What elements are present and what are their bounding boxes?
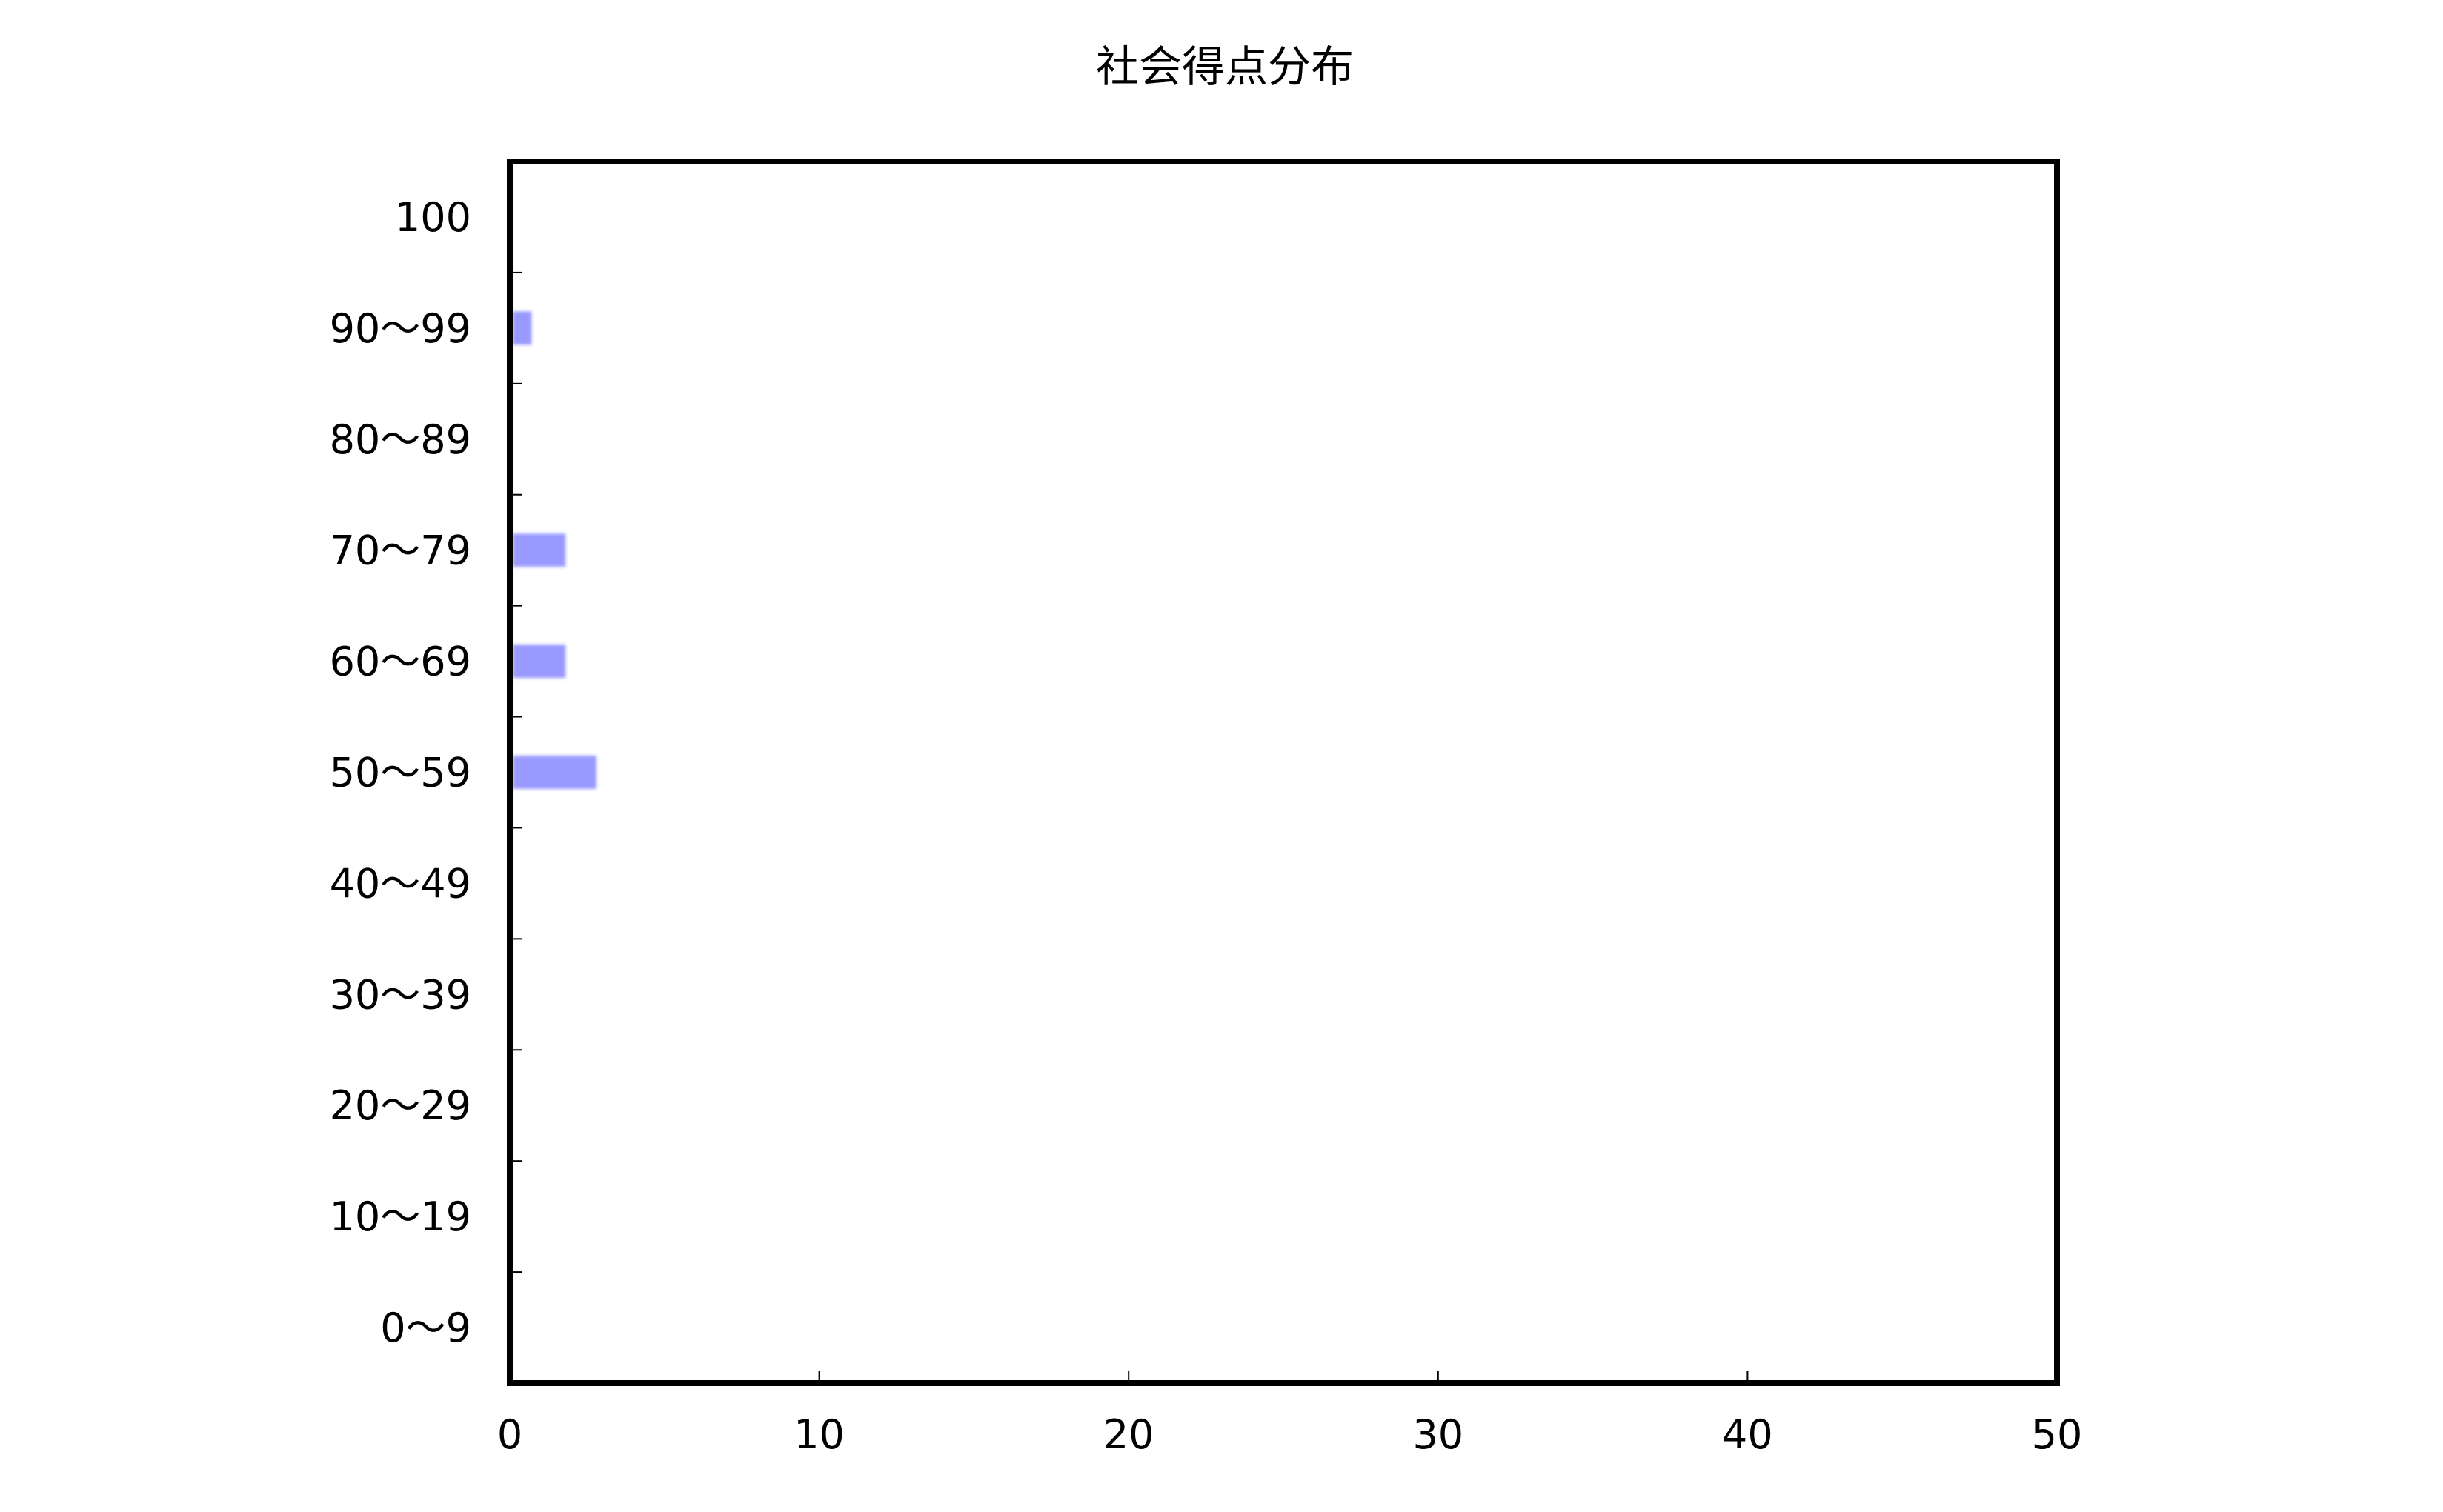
chart-title: 社会得点分布 [1096,41,1354,92]
bar [513,756,596,789]
x-tick-label: 20 [1103,1411,1154,1458]
y-axis-tick-labels: 100 90～99 80～89 70～79 60～69 50～59 40～49 30～39 20… [330,194,471,1351]
y-tick-label: 90～99 [330,305,471,352]
y-tick-label: 70～79 [330,527,471,574]
y-tick-label: 50～59 [330,750,471,796]
plot-background [510,161,2057,1383]
y-tick-label: 100 [395,194,471,241]
x-tick-label: 10 [794,1411,845,1458]
y-tick-label: 20～29 [330,1082,471,1129]
y-tick-label: 80～89 [330,416,471,463]
y-tick-label: 0～9 [380,1305,471,1351]
x-tick-label: 0 [497,1411,522,1458]
y-tick-label: 60～69 [330,639,471,685]
plot-frame [507,159,2060,1386]
x-tick-label: 50 [2032,1411,2083,1458]
y-tick-label: 10～19 [330,1193,471,1240]
x-tick-label: 30 [1412,1411,1463,1458]
y-tick-label: 40～49 [330,860,471,907]
bar [513,311,532,345]
bar [513,533,566,567]
bar [513,645,566,679]
x-axis-tick-labels: 0 10 20 30 40 50 [497,1411,2083,1458]
y-tick-label: 30～39 [330,971,471,1018]
x-tick-label: 40 [1722,1411,1773,1458]
bars [513,311,596,789]
